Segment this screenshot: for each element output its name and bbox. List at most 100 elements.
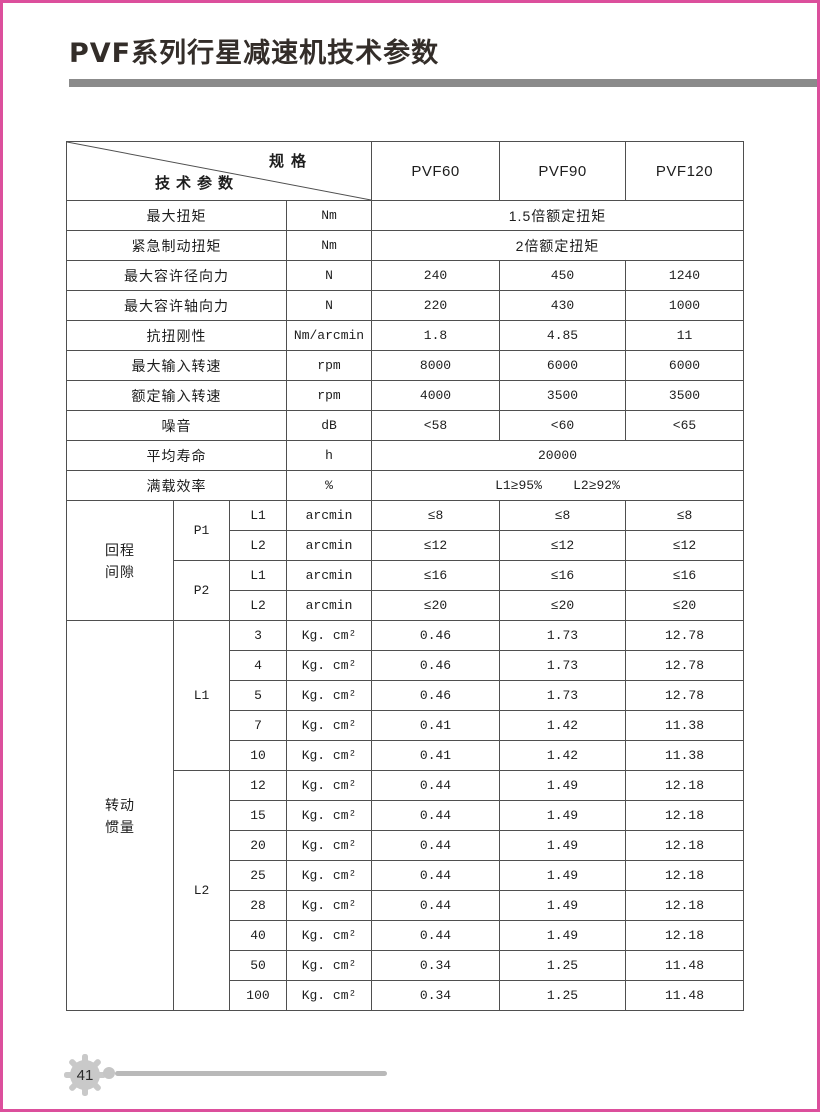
table-row: 最大容许径向力 N 240 450 1240 [66, 260, 744, 291]
param-label: 满载效率 [66, 470, 287, 501]
table-row: 紧急制动扭矩 Nm 2倍额定扭矩 [66, 230, 744, 261]
ratio-cell: 12 [229, 770, 287, 801]
param-label: 额定输入转速 [66, 380, 287, 411]
ratio-cell: 7 [229, 710, 287, 741]
value-cell: 1.49 [499, 830, 626, 861]
table-row: 20 Kg. cm² 0.44 1.49 12.18 [67, 830, 744, 861]
value-cell: 12.18 [625, 800, 744, 831]
table-row: 抗扭刚性 Nm/arcmin 1.8 4.85 11 [66, 320, 744, 351]
column-header-pvf60: PVF60 [371, 141, 500, 201]
unit-cell: Kg. cm² [286, 620, 372, 651]
value-cell: L1≥95% L2≥92% [371, 470, 744, 501]
ratio-cell: 100 [229, 980, 287, 1011]
table-row: 最大扭矩 Nm 1.5倍额定扭矩 [66, 200, 744, 231]
value-cell: 1.73 [499, 680, 626, 711]
spec-table: 规格 技术参数 PVF60 PVF90 PVF120 最大扭矩 Nm 1.5倍额… [66, 141, 744, 1011]
value-cell: 4.85 [499, 320, 626, 351]
unit-cell: arcmin [286, 530, 372, 561]
value-cell: 430 [499, 290, 626, 321]
stage-cell: L1 [229, 560, 287, 591]
value-cell: 12.18 [625, 920, 744, 951]
ratio-cell: 5 [229, 680, 287, 711]
value-cell: ≤16 [371, 560, 500, 591]
value-cell: 0.44 [371, 770, 500, 801]
value-cell: 11.38 [625, 740, 744, 771]
value-cell: 20000 [371, 440, 744, 471]
value-cell: ≤12 [371, 530, 500, 561]
value-cell: 12.78 [625, 620, 744, 651]
value-cell: 1.5倍额定扭矩 [371, 200, 744, 231]
ratio-cell: 20 [229, 830, 287, 861]
value-cell: 0.41 [371, 710, 500, 741]
value-cell: 0.41 [371, 740, 500, 771]
value-cell: 0.44 [371, 800, 500, 831]
stage-cell: L2 [229, 590, 287, 621]
corner-param-label: 技术参数 [155, 175, 240, 192]
value-cell: ≤20 [371, 590, 500, 621]
unit-cell: Kg. cm² [286, 950, 372, 981]
value-cell: 1240 [625, 260, 744, 291]
param-label: 最大输入转速 [66, 350, 287, 381]
unit-cell: arcmin [286, 590, 372, 621]
inertia-group-label: 转动 惯量 [66, 620, 174, 1011]
value-cell: ≤12 [625, 530, 744, 561]
value-cell: 12.18 [625, 860, 744, 891]
unit-cell: Kg. cm² [286, 680, 372, 711]
value-cell: ≤20 [499, 590, 626, 621]
param-label: 最大容许径向力 [66, 260, 287, 291]
table-row: L2 arcmin ≤20 ≤20 ≤20 [67, 590, 744, 621]
unit-cell: Kg. cm² [286, 920, 372, 951]
value-cell: 0.34 [371, 950, 500, 981]
value-cell: 1.25 [499, 950, 626, 981]
table-row: 50 Kg. cm² 0.34 1.25 11.48 [67, 950, 744, 981]
value-cell: 12.78 [625, 650, 744, 681]
page-number: 41 [77, 1067, 94, 1084]
value-cell: ≤8 [625, 500, 744, 531]
param-label: 抗扭刚性 [66, 320, 287, 351]
unit-cell: rpm [286, 350, 372, 381]
column-header-pvf120: PVF120 [625, 141, 744, 201]
stage-cell: L2 [173, 770, 230, 1011]
value-cell: 0.34 [371, 980, 500, 1011]
unit-cell: N [286, 260, 372, 291]
corner-cell: 规格 技术参数 [66, 141, 372, 201]
value-cell: 12.18 [625, 770, 744, 801]
value-cell: 8000 [371, 350, 500, 381]
table-row: 平均寿命 h 20000 [66, 440, 744, 471]
table-row: 5 Kg. cm² 0.46 1.73 12.78 [67, 680, 744, 711]
value-cell: 450 [499, 260, 626, 291]
unit-cell: Kg. cm² [286, 890, 372, 921]
value-cell: 11.48 [625, 980, 744, 1011]
ratio-cell: 4 [229, 650, 287, 681]
value-cell: ≤8 [371, 500, 500, 531]
value-cell: 11.38 [625, 710, 744, 741]
value-cell: <60 [499, 410, 626, 441]
table-row: 最大容许轴向力 N 220 430 1000 [66, 290, 744, 321]
ratio-cell: 25 [229, 860, 287, 891]
unit-cell: Kg. cm² [286, 830, 372, 861]
param-label: 平均寿命 [66, 440, 287, 471]
value-cell: 6000 [499, 350, 626, 381]
value-cell: ≤16 [625, 560, 744, 591]
title-rule-bar [69, 79, 817, 87]
value-cell: 1.49 [499, 860, 626, 891]
value-cell: 2倍额定扭矩 [371, 230, 744, 261]
stage-cell: L2 [229, 530, 287, 561]
backlash-group-label: 回程 间隙 [66, 500, 174, 621]
unit-cell: rpm [286, 380, 372, 411]
unit-cell: Nm [286, 230, 372, 261]
value-cell: 1.49 [499, 920, 626, 951]
unit-cell: Kg. cm² [286, 770, 372, 801]
ratio-cell: 15 [229, 800, 287, 831]
value-cell: 0.46 [371, 680, 500, 711]
value-cell: 220 [371, 290, 500, 321]
value-cell: 12.18 [625, 830, 744, 861]
ratio-cell: 28 [229, 890, 287, 921]
value-cell: <58 [371, 410, 500, 441]
value-cell: 0.46 [371, 620, 500, 651]
value-cell: 1.49 [499, 800, 626, 831]
value-cell: 1.42 [499, 710, 626, 741]
table-row: 40 Kg. cm² 0.44 1.49 12.18 [67, 920, 744, 951]
value-cell: ≤16 [499, 560, 626, 591]
